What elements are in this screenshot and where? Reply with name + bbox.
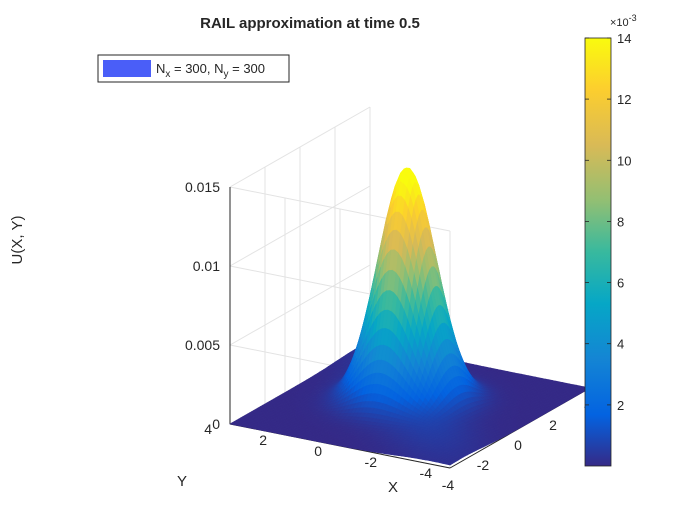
legend-n1: N [156, 61, 165, 76]
y-axis-label: Y [177, 473, 187, 490]
y-tick-label: 4 [204, 421, 212, 437]
z-tick-label: 0 [212, 416, 220, 432]
colorbar-exponent: ×10-3 [610, 13, 637, 29]
colorbar-tick-label: 14 [617, 31, 631, 46]
legend-n1-sub: x [165, 69, 170, 80]
y-tick-label: -4 [420, 465, 433, 481]
colorbar-tick-label: 6 [617, 276, 624, 291]
z-axis-label: U(X, Y) [9, 216, 26, 265]
colorbar-gradient [584, 37, 612, 467]
z-tick-label: 0.01 [193, 258, 220, 274]
colorbar-exponent-power: -3 [629, 13, 637, 23]
grid-line [229, 185, 371, 267]
colorbar-exponent-base: ×10 [610, 17, 629, 29]
colorbar-tick-label: 10 [617, 153, 631, 168]
colorbar-tick-label: 4 [617, 337, 624, 352]
colorbar-tick-label: 8 [617, 214, 624, 229]
colorbar: 2 4 6 8 10 12 14 ×10-3 [584, 13, 637, 467]
x-tick-label: 0 [514, 437, 522, 453]
colorbar-ticks: 2 4 6 8 10 12 14 [585, 31, 631, 413]
legend-n1-rest: = 300, [170, 61, 214, 76]
legend-swatch [103, 60, 151, 77]
legend-n2: N [214, 61, 223, 76]
surface-patch [229, 422, 237, 426]
grid-line [229, 106, 371, 188]
grid-line [229, 264, 371, 346]
legend-label: Nx = 300, Ny = 300 [156, 61, 265, 80]
x-tick-label: -2 [477, 457, 490, 473]
x-axis-label: X [388, 479, 398, 496]
colorbar-tick-label: 12 [617, 92, 631, 107]
legend-n2-sub: y [224, 69, 229, 80]
legend: Nx = 300, Ny = 300 [97, 54, 290, 83]
surface-plot [229, 167, 591, 466]
legend-n2-rest: = 300 [229, 61, 266, 76]
chart-title: RAIL approximation at time 0.5 [200, 15, 420, 32]
y-tick-label: 2 [259, 432, 267, 448]
x-tick-label: 2 [549, 417, 557, 433]
y-tick-label: 0 [314, 443, 322, 459]
z-tick-label: 0.015 [185, 179, 220, 195]
colorbar-tick-label: 2 [617, 398, 624, 413]
z-tick-label: 0.005 [185, 337, 220, 353]
x-tick-label: -4 [442, 477, 455, 493]
y-tick-label: -2 [365, 454, 378, 470]
